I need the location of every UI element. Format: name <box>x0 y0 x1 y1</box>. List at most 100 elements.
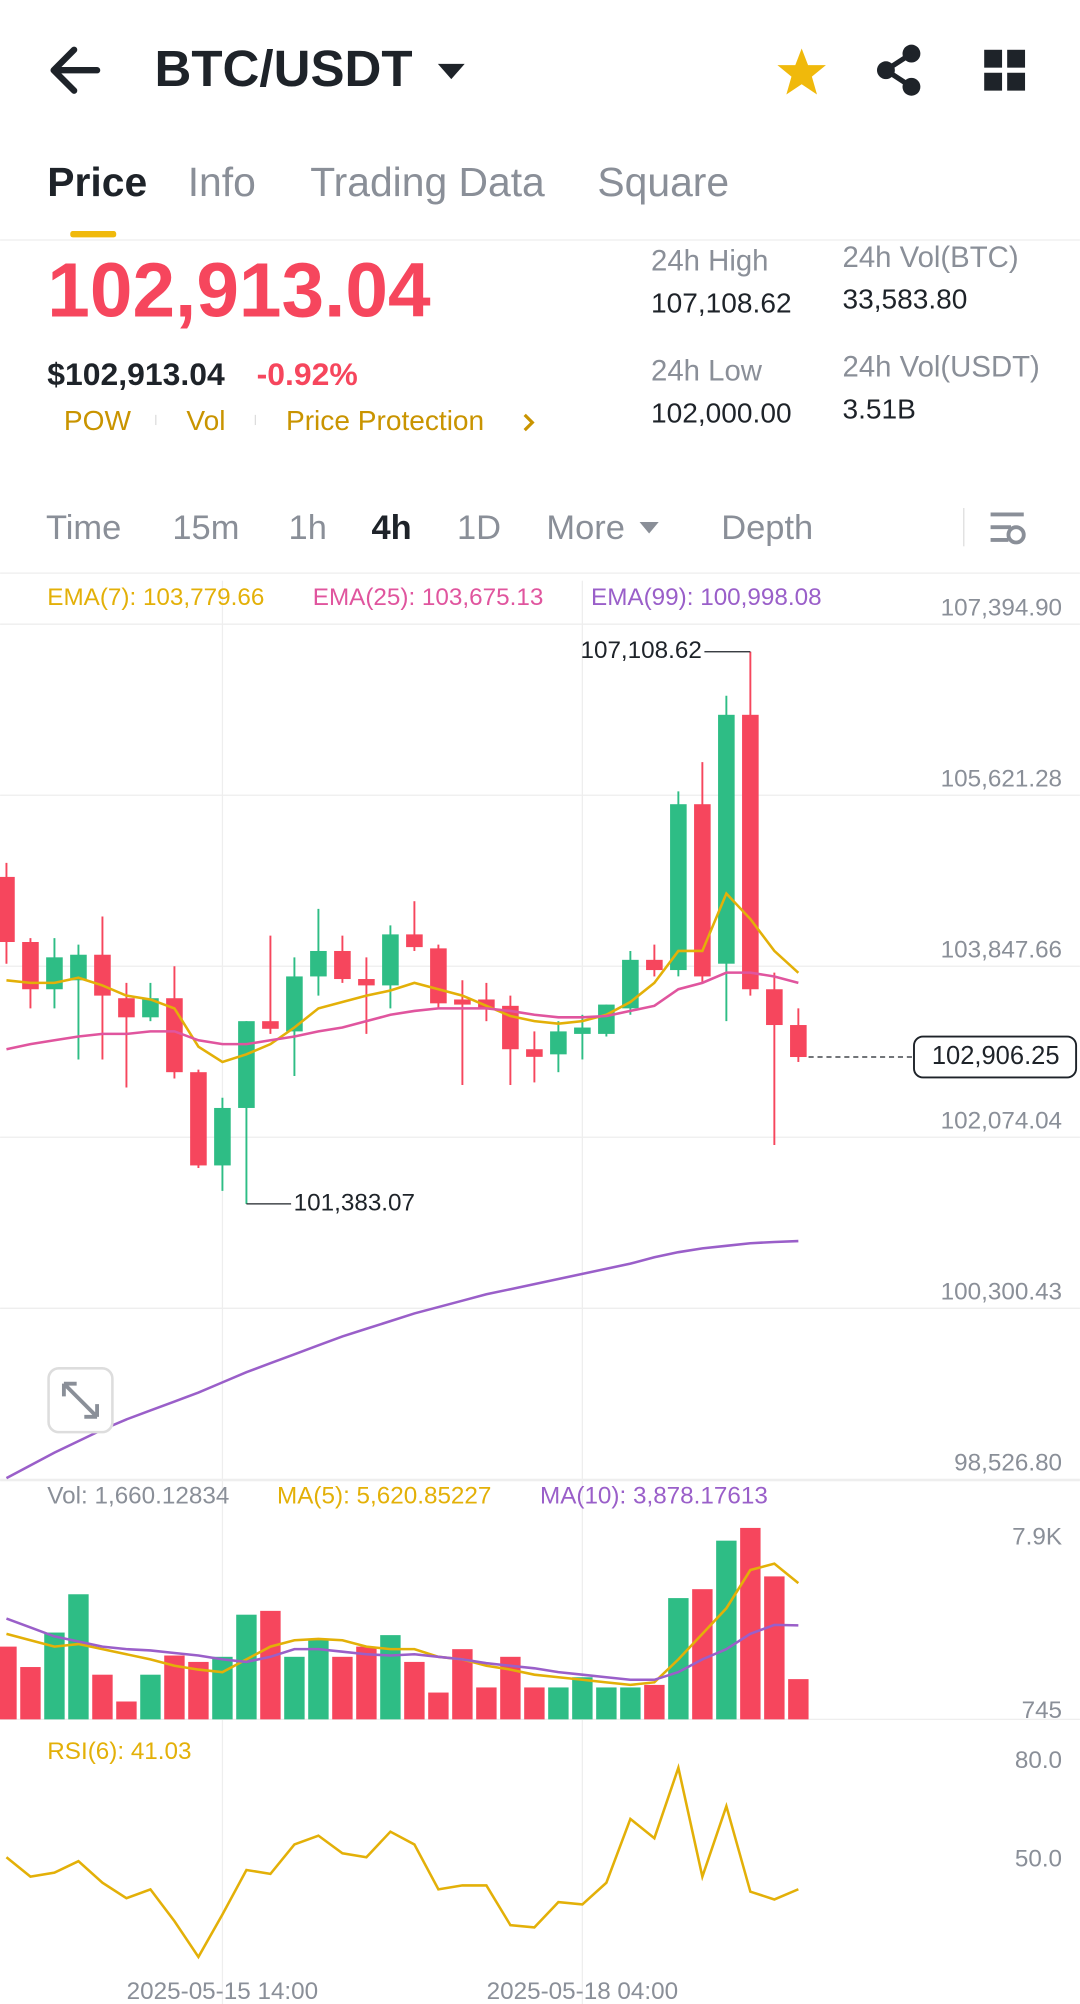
tag-chevron <box>523 413 535 432</box>
candle-body <box>454 999 471 1005</box>
rsi-label: RSI(6): 41.03 <box>47 1738 191 1765</box>
volume-bar <box>332 1656 353 1720</box>
candle-body <box>550 1031 567 1055</box>
volume-bar <box>284 1656 305 1720</box>
stat-label: 24h High <box>651 245 768 278</box>
timeframe[interactable]: 15m <box>172 509 239 547</box>
ema-line <box>5 1239 799 1480</box>
candle-body <box>214 1107 231 1166</box>
candle-body <box>526 1049 543 1057</box>
candle-body <box>694 804 711 977</box>
tag[interactable]: POW <box>64 405 132 436</box>
volume-bar <box>260 1610 281 1720</box>
stat-label: 24h Vol(USDT) <box>843 351 1040 384</box>
rsi-line <box>5 1762 799 1960</box>
timeframe[interactable]: 4h <box>372 509 412 547</box>
legend-entry: MA(5): 5,620.85227 <box>277 1483 491 1510</box>
candle-body <box>718 714 735 964</box>
timeframe[interactable]: 1h <box>289 509 327 547</box>
tab[interactable]: Trading Data <box>310 159 545 205</box>
candle-body <box>598 1004 615 1034</box>
tab[interactable]: Price <box>47 159 147 205</box>
volume-bar <box>764 1576 785 1720</box>
pair-dropdown[interactable] <box>437 63 465 80</box>
candle-body <box>118 998 135 1018</box>
volume-bar <box>236 1614 257 1720</box>
candle-body <box>310 950 327 977</box>
price-change: -0.92% <box>257 356 358 392</box>
candle-body <box>358 979 375 986</box>
candle-body <box>46 957 63 990</box>
y-tick-label: 100,300.43 <box>941 1278 1062 1305</box>
volume-bar <box>188 1661 209 1720</box>
timeframe[interactable]: More <box>546 509 625 547</box>
last-price-box <box>913 1035 1078 1079</box>
low-marker-label: 101,383.07 <box>294 1189 415 1216</box>
x-tick-label: 2025-05-15 14:00 <box>127 1978 318 2004</box>
volume-bar <box>476 1687 497 1720</box>
volume-tick-label: 7.9K <box>1012 1524 1062 1551</box>
x-tick-label: 2025-05-18 04:00 <box>487 1978 678 2004</box>
volume-bar <box>140 1674 161 1720</box>
expand-button[interactable] <box>47 1367 114 1434</box>
candle-body <box>742 714 759 990</box>
volume-bar <box>428 1692 449 1720</box>
y-tick-label: 102,074.04 <box>941 1107 1062 1134</box>
candle-body <box>430 948 447 1004</box>
more-dropdown[interactable] <box>639 522 659 534</box>
stat-label: 24h Low <box>651 354 763 387</box>
candle-body <box>646 959 663 971</box>
last-price: 102,913.04 <box>47 248 431 333</box>
legend-entry: MA(10): 3,878.17613 <box>540 1483 768 1510</box>
candle-body <box>94 954 111 996</box>
volume-bar <box>20 1667 41 1720</box>
chart-settings[interactable] <box>990 512 1026 545</box>
volume-ma-line <box>6 1617 799 1682</box>
pair-title[interactable]: BTC/USDT <box>155 40 413 97</box>
timeframe[interactable]: Depth <box>721 509 813 547</box>
candle-body <box>574 1027 591 1034</box>
stat-value: 33,583.80 <box>843 284 968 315</box>
candle-body <box>22 942 39 990</box>
volume-bar <box>452 1649 473 1720</box>
favorite-star[interactable] <box>777 48 826 95</box>
ema-line <box>6 891 800 1064</box>
volume-bar <box>716 1540 737 1720</box>
legend-entry: EMA(99): 100,998.08 <box>591 584 822 611</box>
candle-body <box>286 976 303 1032</box>
candle-body <box>622 959 639 1009</box>
menu-grid[interactable] <box>984 49 1026 91</box>
y-tick-label: 98,526.80 <box>954 1449 1062 1476</box>
candle-body <box>262 1021 279 1029</box>
volume-bar <box>572 1677 593 1720</box>
candle-body <box>382 934 399 986</box>
tag[interactable]: Price Protection <box>286 405 484 436</box>
tag[interactable]: Vol <box>186 405 225 436</box>
back-button[interactable] <box>50 46 101 94</box>
y-tick-label: 107,394.90 <box>941 594 1062 621</box>
volume-bar <box>500 1656 521 1720</box>
volume-bar <box>596 1687 617 1720</box>
timeframe[interactable]: 1D <box>457 509 501 547</box>
tab[interactable]: Info <box>188 159 256 205</box>
last-price-label: 102,906.25 <box>932 1042 1060 1070</box>
timeframe[interactable]: Time <box>46 509 121 547</box>
tab-indicator <box>70 231 117 238</box>
stat-label: 24h Vol(BTC) <box>843 241 1019 274</box>
volume-bar <box>692 1589 713 1720</box>
share-button[interactable] <box>876 44 921 96</box>
volume-bar <box>740 1527 761 1720</box>
volume-bar <box>68 1594 89 1720</box>
y-tick-label: 105,621.28 <box>941 765 1062 792</box>
volume-bar <box>404 1661 425 1720</box>
volume-bar <box>524 1687 545 1720</box>
rsi-tick-label: 50.0 <box>1015 1845 1062 1872</box>
volume-bar <box>620 1687 641 1720</box>
y-tick-label: 103,847.66 <box>941 936 1062 963</box>
stat-value: 102,000.00 <box>651 397 792 428</box>
volume-tick-label: 745 <box>1022 1697 1062 1724</box>
tab[interactable]: Square <box>597 159 729 205</box>
volume-bar <box>92 1674 113 1720</box>
